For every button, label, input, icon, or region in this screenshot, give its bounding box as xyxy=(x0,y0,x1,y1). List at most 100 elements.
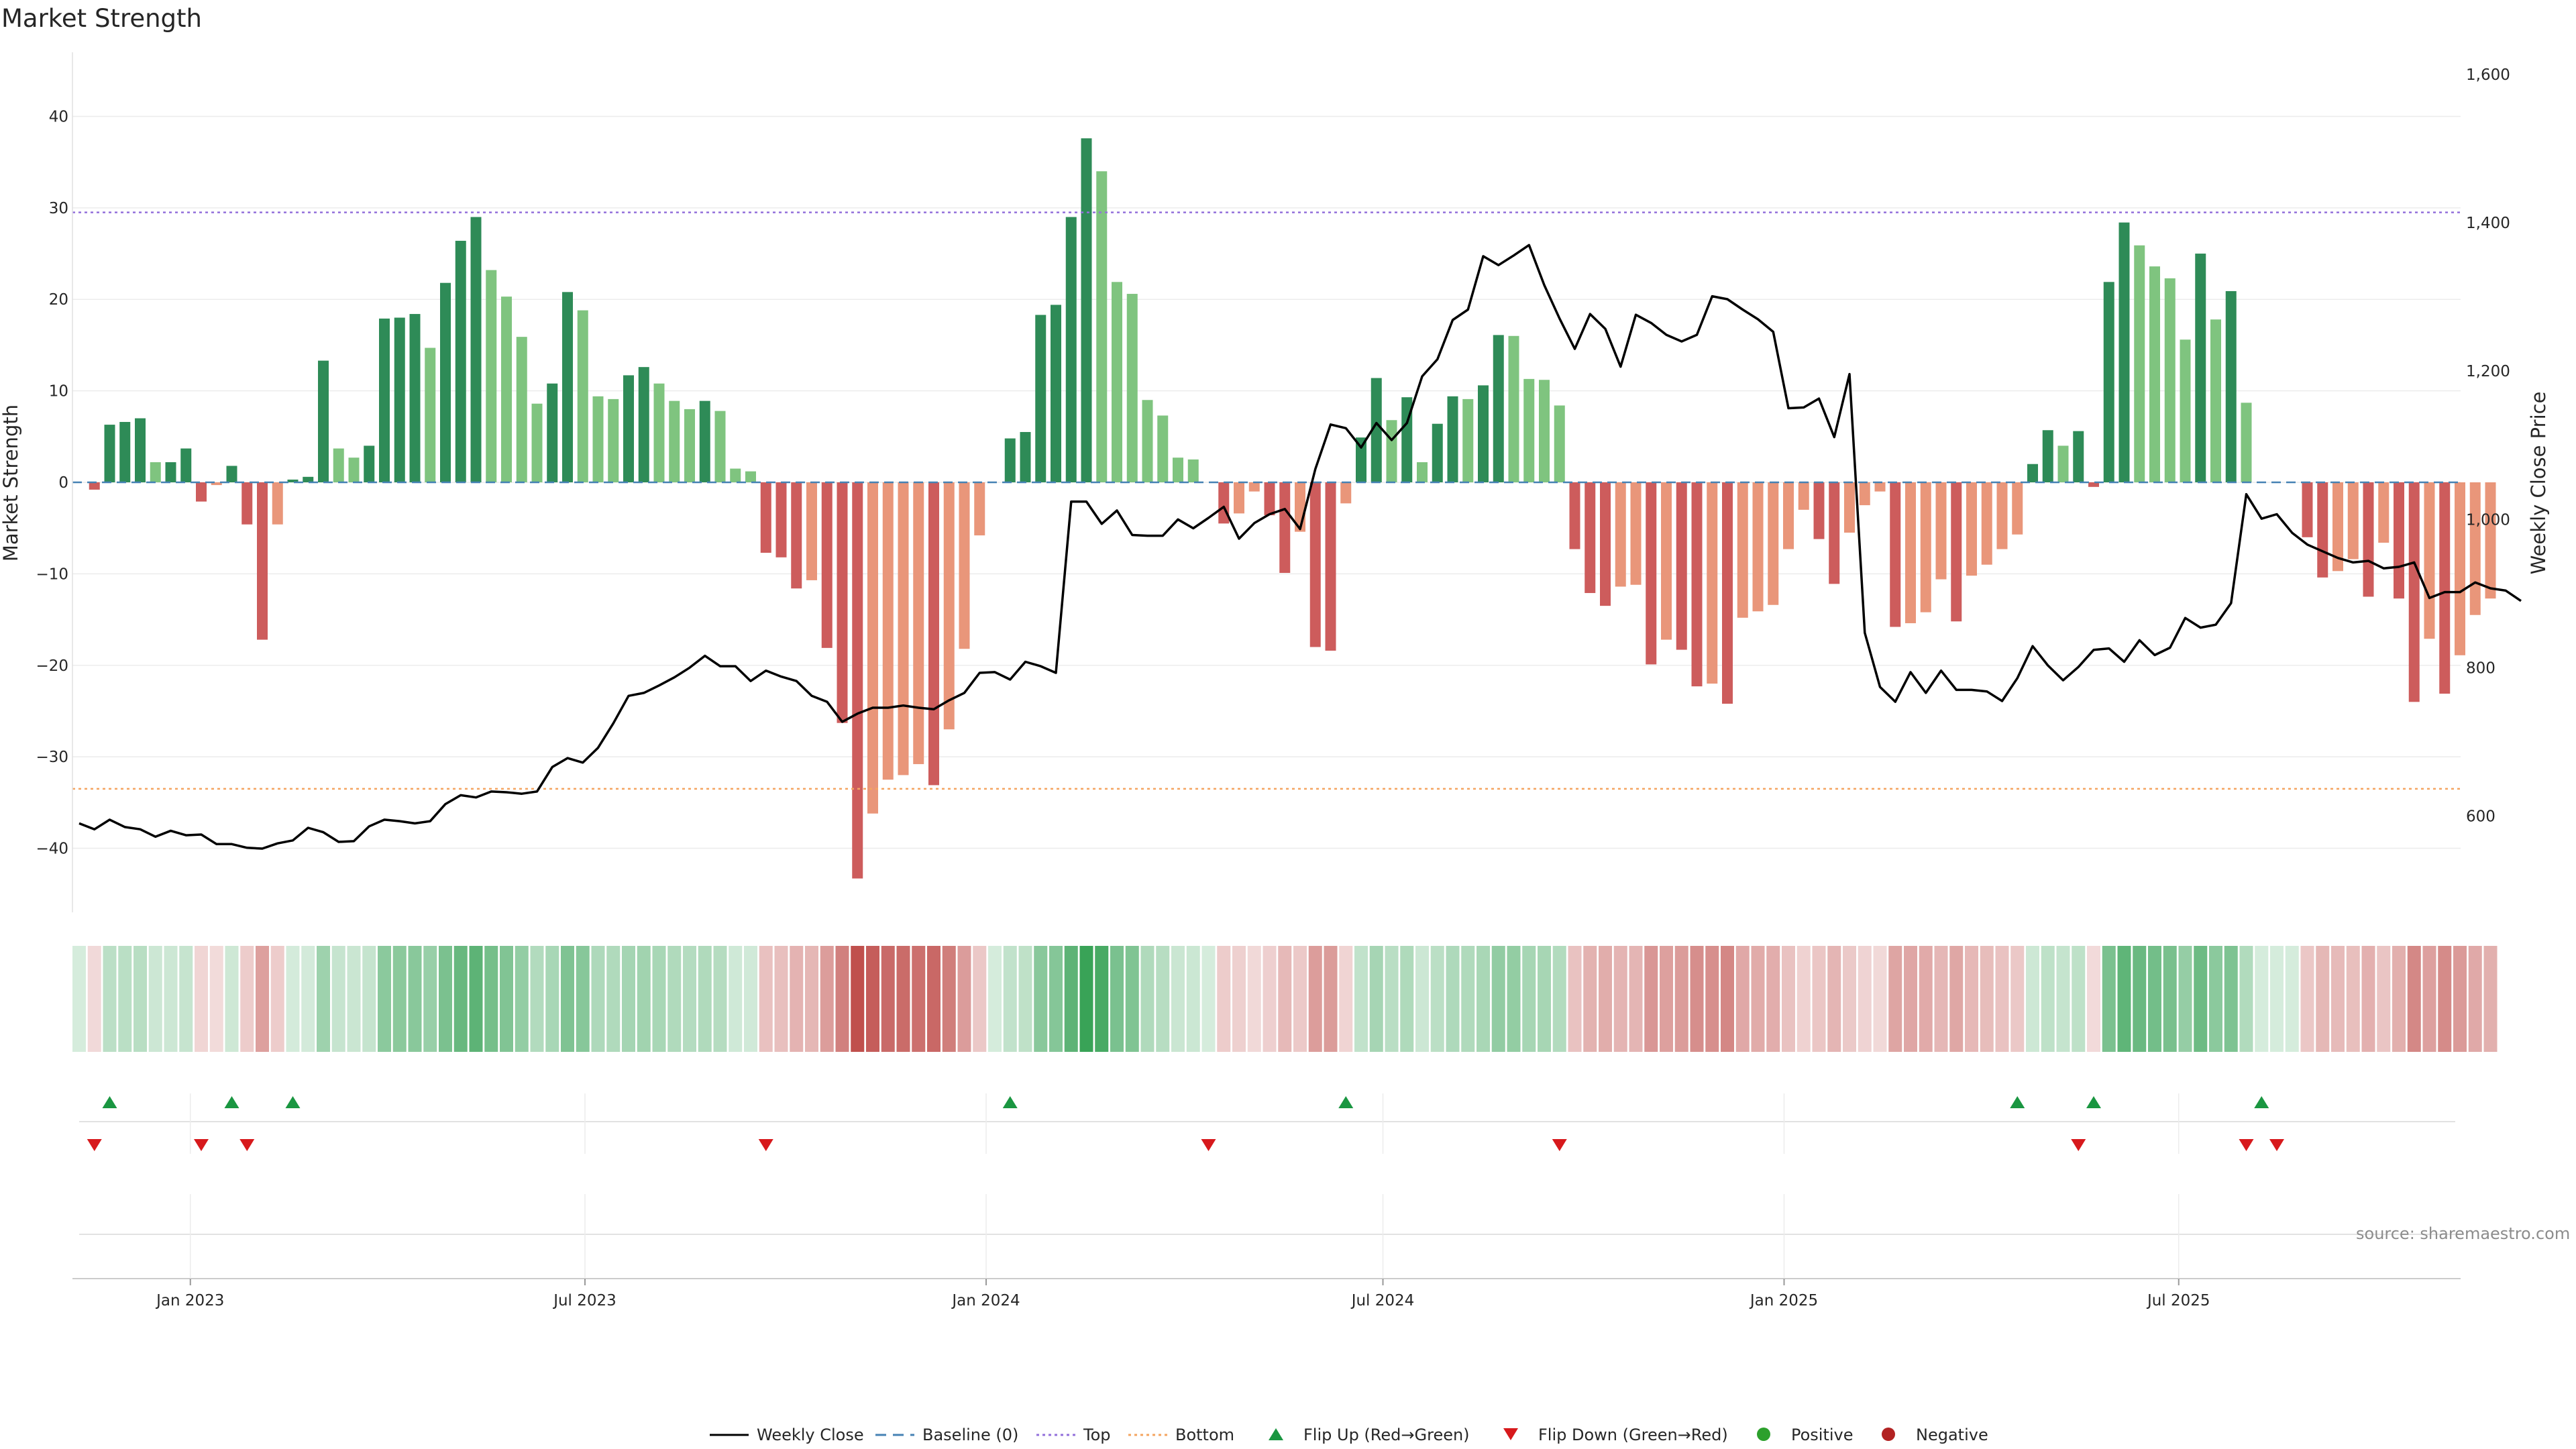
strength-bar xyxy=(2073,431,2084,482)
heat-cell xyxy=(347,946,361,1052)
flip-down-marker xyxy=(87,1139,102,1151)
x-tick-label: Jan 2024 xyxy=(951,1292,1020,1309)
heat-cell xyxy=(286,946,300,1052)
heat-cell xyxy=(2316,946,2330,1052)
strength-bar xyxy=(714,411,726,482)
heat-cell xyxy=(2117,946,2131,1052)
heat-cell xyxy=(835,946,849,1052)
strength-bar xyxy=(440,282,451,482)
flip-down-marker xyxy=(1552,1139,1567,1151)
heat-cell xyxy=(2102,946,2116,1052)
strength-bar xyxy=(2241,402,2252,482)
strength-bar xyxy=(1020,431,1031,482)
strength-bar xyxy=(1935,482,1947,580)
strength-bar xyxy=(2164,278,2176,482)
strength-bar xyxy=(516,337,527,482)
strength-bar xyxy=(1783,482,1794,549)
heat-cell xyxy=(1156,946,1170,1052)
strength-bar xyxy=(1996,482,2008,549)
strength-bar xyxy=(1600,482,1611,606)
strength-bar xyxy=(2302,482,2313,537)
heat-cell xyxy=(1400,946,1414,1052)
x-tick-label: Jul 2025 xyxy=(2146,1292,2210,1309)
strength-bar xyxy=(2088,482,2099,487)
strength-bar xyxy=(653,383,665,482)
strength-bar xyxy=(211,482,222,486)
flip-up-marker xyxy=(2010,1096,2025,1108)
strength-bar xyxy=(638,367,649,482)
strength-bar xyxy=(699,400,710,482)
strength-bar xyxy=(287,479,299,482)
y-left-tick-label: 40 xyxy=(49,108,68,125)
heat-cell xyxy=(957,946,971,1052)
heat-cell xyxy=(2285,946,2299,1052)
strength-bar xyxy=(1371,378,1382,482)
price-layer xyxy=(78,244,2522,850)
strength-bar xyxy=(89,482,100,490)
strength-bar xyxy=(592,396,604,482)
strength-bar xyxy=(2408,482,2420,702)
flip-up-marker xyxy=(224,1096,239,1108)
heat-cell xyxy=(1110,946,1124,1052)
flip-up-marker xyxy=(2254,1096,2269,1108)
strength-bar xyxy=(1096,171,1108,483)
strength-bar xyxy=(2332,482,2343,572)
flip-up-marker xyxy=(285,1096,301,1108)
heat-cell xyxy=(1552,946,1566,1052)
heat-cell xyxy=(1171,946,1185,1052)
heat-cell xyxy=(179,946,193,1052)
heat-cell xyxy=(133,946,147,1052)
strength-bar xyxy=(837,482,848,723)
strength-bar xyxy=(1173,458,1183,482)
strength-bar xyxy=(1737,482,1748,618)
heat-cell xyxy=(2056,946,2070,1052)
flip-down-marker xyxy=(239,1139,255,1151)
strength-bar xyxy=(913,482,924,765)
heat-cell xyxy=(1308,946,1322,1052)
strength-bar xyxy=(1142,400,1153,482)
heat-cell xyxy=(2087,946,2100,1052)
strength-bar xyxy=(1340,482,1352,504)
strength-bar xyxy=(425,347,436,482)
strength-bar xyxy=(943,482,955,730)
heat-cell xyxy=(270,946,284,1052)
strength-bar xyxy=(1187,459,1199,482)
heat-cell xyxy=(1430,946,1444,1052)
heat-cell xyxy=(912,946,926,1052)
legend-swatch-flip-down xyxy=(1503,1428,1518,1440)
legend-label: Baseline (0) xyxy=(922,1426,1018,1444)
strength-bar xyxy=(1874,482,1886,492)
strength-bar xyxy=(1844,482,1855,533)
strength-bar xyxy=(1508,335,1519,482)
strength-bar xyxy=(1081,138,1092,482)
strength-bar xyxy=(959,482,970,649)
heat-cell xyxy=(1721,946,1734,1052)
strength-bar xyxy=(2485,482,2496,599)
heat-cell xyxy=(1888,946,1902,1052)
strength-bar xyxy=(1905,482,1916,624)
y-right-tick-label: 1,400 xyxy=(2466,215,2510,232)
strength-bar xyxy=(470,217,482,482)
heat-cell xyxy=(2072,946,2086,1052)
heat-cell xyxy=(927,946,941,1052)
heat-cell xyxy=(1690,946,1704,1052)
strength-bar xyxy=(1768,482,1779,605)
heat-cell xyxy=(1232,946,1246,1052)
strength-bar xyxy=(1234,482,1244,514)
heat-cell xyxy=(1003,946,1017,1052)
strength-bar xyxy=(2394,482,2404,599)
heat-cell xyxy=(439,946,452,1052)
heat-cell xyxy=(1049,946,1063,1052)
y-right-tick-label: 1,200 xyxy=(2466,363,2510,380)
heat-cell xyxy=(87,946,101,1052)
strength-bar xyxy=(257,482,268,640)
heat-cell xyxy=(1934,946,1948,1052)
heat-cell xyxy=(530,946,544,1052)
heat-cell xyxy=(729,946,743,1052)
heat-cell xyxy=(637,946,651,1052)
heat-cell xyxy=(2239,946,2253,1052)
heat-cell xyxy=(317,946,330,1052)
strength-bar xyxy=(1752,482,1764,612)
heat-cell xyxy=(2041,946,2055,1052)
y-right-label: Weekly Close Price xyxy=(2527,392,2550,575)
